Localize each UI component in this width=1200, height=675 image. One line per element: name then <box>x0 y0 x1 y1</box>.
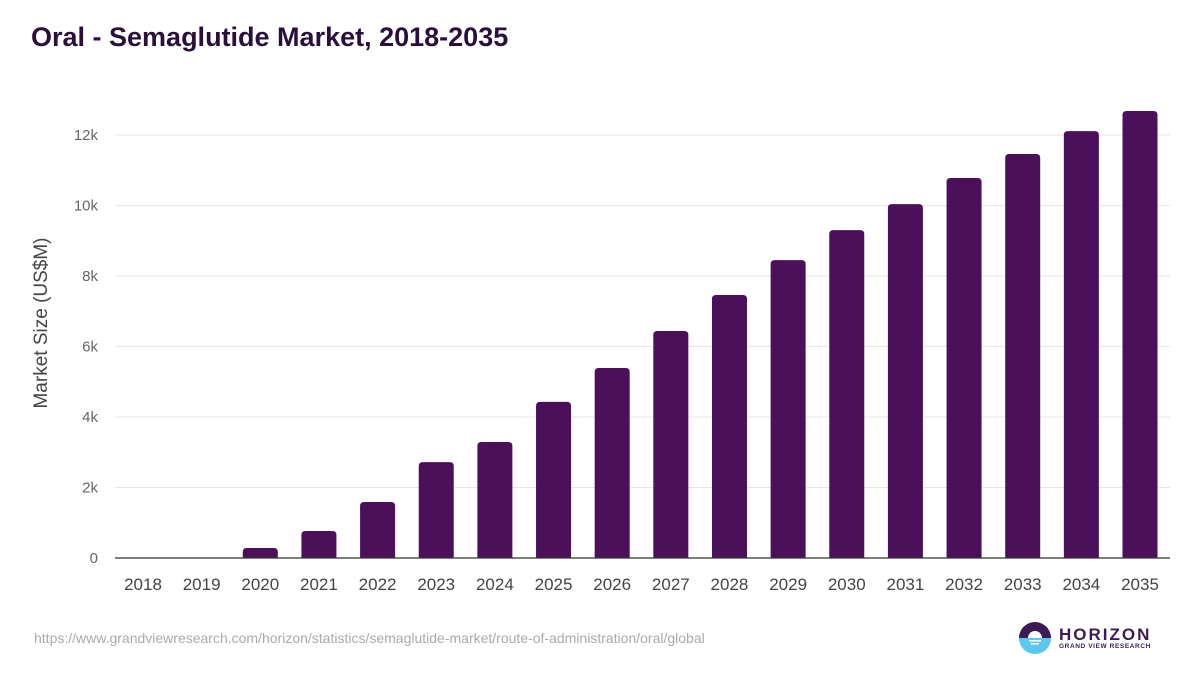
x-tick-label: 2034 <box>1062 575 1100 594</box>
bar-2032 <box>946 178 982 558</box>
x-tick-label: 2032 <box>945 575 983 594</box>
x-tick-label: 2030 <box>828 575 866 594</box>
bar-2023 <box>418 462 454 558</box>
x-tick-label: 2028 <box>711 575 749 594</box>
y-axis-label: Market Size (US$M) <box>31 237 52 408</box>
y-tick-label: 2k <box>82 480 98 497</box>
x-tick-label: 2035 <box>1121 575 1159 594</box>
bar-2025 <box>536 401 572 558</box>
source-url[interactable]: https://www.grandviewresearch.com/horizo… <box>34 630 705 646</box>
x-tick-label: 2019 <box>183 575 221 594</box>
bar-2027 <box>653 330 689 558</box>
bar-2035 <box>1122 111 1158 558</box>
y-tick-label: 12k <box>74 127 99 144</box>
bar-2026 <box>594 368 630 558</box>
x-tick-label: 2024 <box>476 575 514 594</box>
bar-2028 <box>711 295 747 558</box>
bar-2020 <box>242 547 278 558</box>
y-tick-label: 6k <box>82 339 98 356</box>
bar-2033 <box>1005 154 1041 558</box>
x-tick-label: 2027 <box>652 575 690 594</box>
chart-title: Oral - Semaglutide Market, 2018-2035 <box>31 22 509 52</box>
x-tick-label: 2018 <box>124 575 162 594</box>
bar-2031 <box>887 204 923 558</box>
horizon-logo: HORIZON GRAND VIEW RESEARCH <box>1019 622 1151 654</box>
x-tick-label: 2023 <box>417 575 455 594</box>
bar-2030 <box>829 230 865 559</box>
x-tick-label: 2031 <box>886 575 924 594</box>
x-tick-label: 2020 <box>241 575 279 594</box>
x-tick-label: 2021 <box>300 575 338 594</box>
bar-2029 <box>770 260 806 558</box>
bar-2034 <box>1063 131 1099 558</box>
x-tick-label: 2026 <box>593 575 631 594</box>
x-tick-label: 2029 <box>769 575 807 594</box>
logo-name: HORIZON <box>1059 625 1152 644</box>
y-tick-label: 4k <box>82 409 98 426</box>
logo-sub: GRAND VIEW RESEARCH <box>1059 643 1151 650</box>
y-tick-label: 10k <box>74 198 99 215</box>
horizon-logo-icon <box>1019 622 1051 654</box>
y-tick-label: 8k <box>82 268 98 285</box>
bar-2022 <box>360 501 396 558</box>
y-tick-label: 0 <box>90 550 98 567</box>
x-tick-label: 2025 <box>535 575 573 594</box>
bar-2024 <box>477 442 513 558</box>
bar-2021 <box>301 531 337 558</box>
x-tick-label: 2022 <box>359 575 397 594</box>
x-tick-label: 2033 <box>1004 575 1042 594</box>
